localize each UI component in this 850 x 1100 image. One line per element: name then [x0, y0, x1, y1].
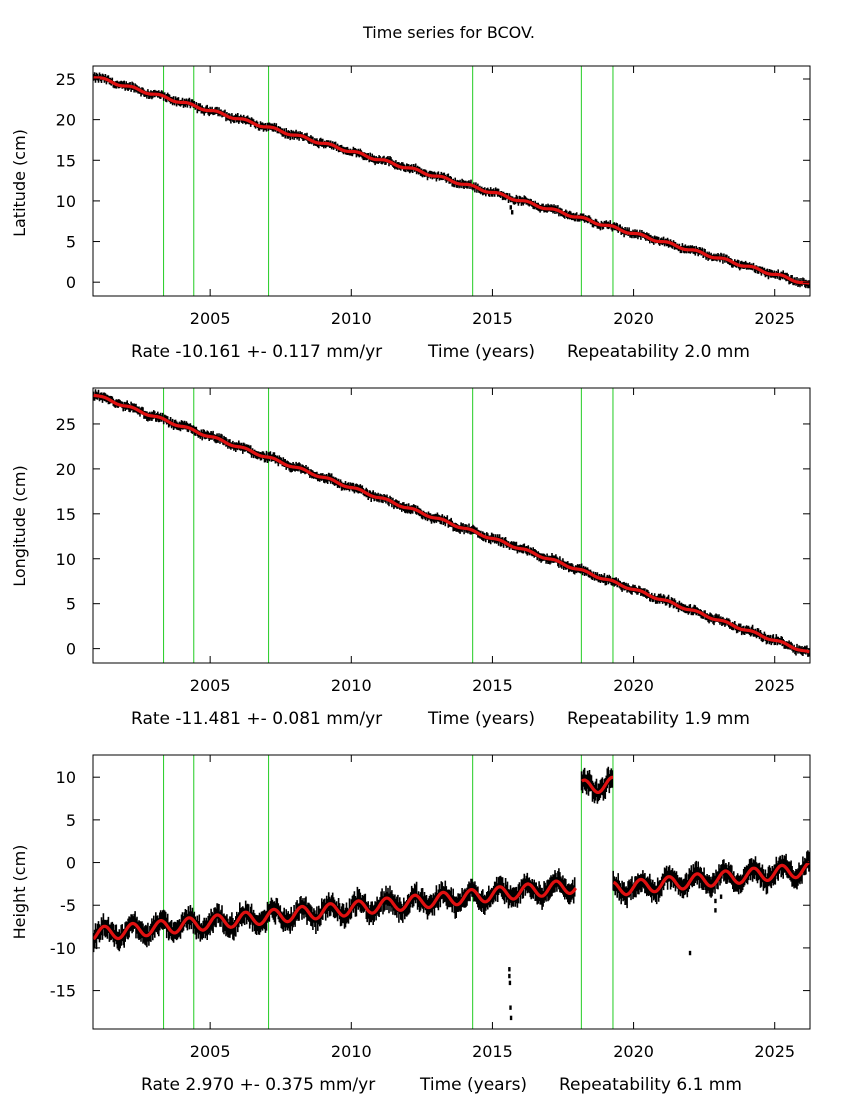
- longitude-x-tick-label: 2015: [472, 676, 513, 695]
- height-y-tick-label: 10: [56, 768, 76, 787]
- latitude-outlier-point: [510, 210, 514, 215]
- height-x-tick-label: 2015: [472, 1042, 513, 1061]
- height-outlier-point: [508, 967, 511, 972]
- height-x-tick-label: 2025: [754, 1042, 795, 1061]
- latitude-model-fit: [93, 76, 810, 285]
- longitude-caption: Rate -11.481 +- 0.081 mm/yr Time (years)…: [131, 709, 750, 729]
- latitude-break-lines: [163, 66, 614, 296]
- longitude-model-fit: [93, 393, 810, 654]
- latitude-fit-line: [93, 76, 810, 285]
- latitude-y-tick-label: 10: [56, 192, 76, 211]
- height-y-tick-label: -5: [60, 896, 76, 915]
- latitude-y-tick-label: 15: [56, 151, 76, 170]
- longitude-x-tick-label: 2025: [754, 676, 795, 695]
- height-outlier-point: [509, 1005, 512, 1010]
- height-fit-line: [92, 775, 810, 941]
- longitude-x-tick-label: 2020: [613, 676, 654, 695]
- longitude-x-tick-label: 2010: [331, 676, 372, 695]
- height-outlier-point: [508, 973, 511, 979]
- longitude-plot-frame: [92, 387, 811, 664]
- latitude-outlier-point: [509, 205, 512, 210]
- height-outlier-point: [719, 894, 723, 899]
- height-x-tick-label: 2020: [613, 1042, 654, 1061]
- height-y-tick-label: -10: [50, 939, 76, 958]
- longitude-y-tick-label: 0: [66, 640, 76, 659]
- height-outlier-point: [714, 898, 717, 904]
- latitude-repeatability: Repeatability 2.0 mm: [567, 342, 750, 362]
- latitude-y-tick-label: 25: [56, 70, 76, 89]
- longitude-x-axis-label: Time (years): [427, 709, 535, 729]
- longitude-y-tick-label: 5: [66, 595, 76, 614]
- height-y-axis-label: Height (cm): [10, 845, 29, 940]
- height-y-tick-label: 5: [66, 811, 76, 830]
- latitude-y-tick-label: 20: [56, 111, 76, 130]
- longitude-fit-line: [93, 393, 810, 654]
- height-panel: 2005 2010 2015 2020 2025 -15 -10 -5 0 5 10 Height …: [10, 754, 811, 1095]
- height-rate: Rate 2.970 +- 0.375 mm/yr: [141, 1075, 375, 1095]
- height-model-fit: [92, 775, 810, 941]
- latitude-x-tick-label: 2010: [331, 309, 372, 328]
- latitude-y-tick-label: 5: [66, 233, 76, 252]
- latitude-caption: Rate -10.161 +- 0.117 mm/yr Time (years)…: [131, 342, 750, 362]
- longitude-y-axis-label: Longitude (cm): [10, 465, 29, 587]
- latitude-plot-frame: [92, 65, 811, 297]
- height-y-tick-label: -15: [50, 982, 76, 1001]
- longitude-y-tick-label: 25: [56, 415, 76, 434]
- latitude-x-tick-label: 2025: [754, 309, 795, 328]
- latitude-x-tick-label: 2015: [472, 309, 513, 328]
- height-repeatability: Repeatability 6.1 mm: [559, 1075, 742, 1095]
- height-outlier-point: [714, 908, 717, 913]
- latitude-y-axis-label: Latitude (cm): [10, 129, 29, 237]
- longitude-break-lines: [163, 388, 614, 663]
- latitude-rate: Rate -10.161 +- 0.117 mm/yr: [131, 342, 382, 362]
- height-outlier-point: [509, 1015, 513, 1021]
- height-x-tick-label: 2005: [190, 1042, 231, 1061]
- height-outlier-point: [688, 950, 692, 956]
- height-outlier-point: [508, 980, 512, 986]
- height-x-axis-label: Time (years): [419, 1075, 527, 1095]
- longitude-y-tick-label: 20: [56, 460, 76, 479]
- height-plot-frame: [92, 754, 811, 1030]
- latitude-x-tick-label: 2020: [613, 309, 654, 328]
- longitude-y-tick-label: 15: [56, 505, 76, 524]
- height-x-tick-label: 2010: [331, 1042, 372, 1061]
- longitude-repeatability: Repeatability 1.9 mm: [567, 709, 750, 729]
- height-observations: [92, 766, 810, 1021]
- height-caption: Rate 2.970 +- 0.375 mm/yr Time (years) R…: [141, 1075, 742, 1095]
- latitude-x-axis-label: Time (years): [427, 342, 535, 362]
- latitude-y-tick-label: 0: [66, 273, 76, 292]
- longitude-rate: Rate -11.481 +- 0.081 mm/yr: [131, 709, 382, 729]
- height-observation-band: [92, 766, 810, 953]
- height-axes: 2005 2010 2015 2020 2025 -15 -10 -5 0 5 10: [50, 754, 811, 1061]
- height-y-tick-label: 0: [66, 854, 76, 873]
- latitude-x-tick-label: 2005: [190, 309, 231, 328]
- figure-title: Time series for BCOV.: [362, 23, 535, 42]
- longitude-y-tick-label: 10: [56, 550, 76, 569]
- longitude-x-tick-label: 2005: [190, 676, 231, 695]
